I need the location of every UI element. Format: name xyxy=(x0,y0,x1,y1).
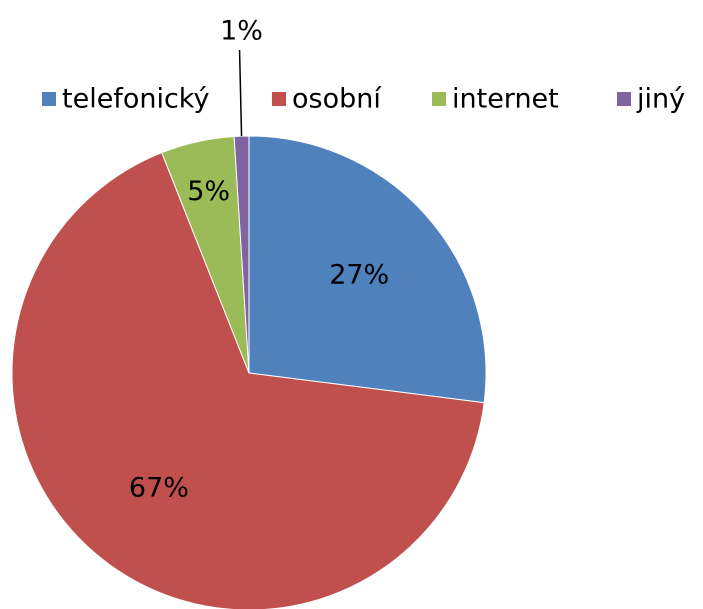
pie-slice xyxy=(11,151,485,609)
legend-label: telefonický xyxy=(62,84,209,115)
legend-swatch xyxy=(432,92,446,106)
leader-line xyxy=(238,49,243,137)
legend-swatch xyxy=(617,92,631,106)
legend-swatch xyxy=(42,92,56,106)
data-label: 27% xyxy=(329,259,389,290)
data-label: 5% xyxy=(187,176,230,207)
legend-label: internet xyxy=(452,84,559,115)
data-label: 1% xyxy=(220,16,263,47)
legend-label: osobní xyxy=(292,84,382,115)
pie-slice xyxy=(248,135,487,404)
legend-swatch xyxy=(272,92,286,106)
data-label: 67% xyxy=(129,473,189,504)
pie-slice xyxy=(233,135,250,374)
legend-label: jiný xyxy=(636,84,685,115)
